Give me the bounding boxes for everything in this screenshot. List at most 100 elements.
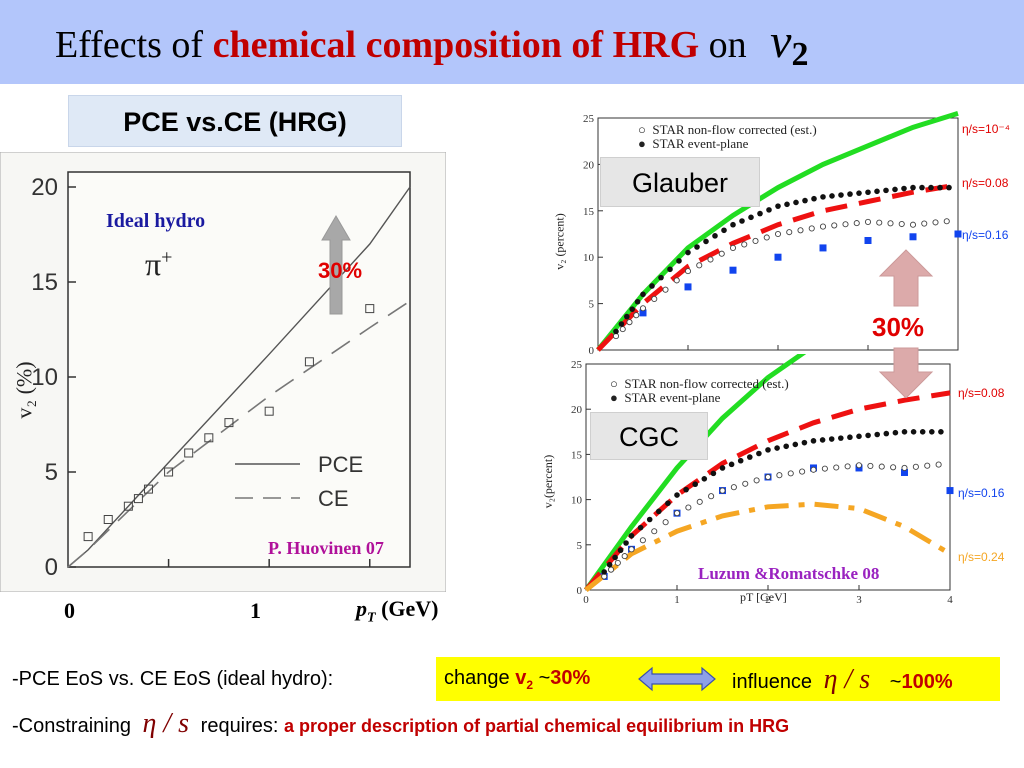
open-point xyxy=(651,295,658,303)
filled-point xyxy=(901,185,907,192)
statement-line-2: -Constraining η / s requires: a proper d… xyxy=(12,708,790,739)
filled-point xyxy=(624,313,630,320)
open-point xyxy=(633,312,640,319)
filled-point xyxy=(737,457,744,464)
rb-series-label-1: η/s=0.16 xyxy=(958,486,1005,500)
filled-point xyxy=(692,481,698,488)
filled-point xyxy=(721,227,727,234)
left-plot-svg: 0 5 10 15 20 xyxy=(0,152,446,592)
left-data-point xyxy=(365,304,375,314)
open-point xyxy=(876,219,883,226)
left-data-point xyxy=(204,433,214,443)
pce-ce-label: PCE vs.CE (HRG) xyxy=(68,95,402,147)
left-data-point xyxy=(123,501,133,511)
filled-point xyxy=(765,447,771,453)
left-y-tick-label: 15 xyxy=(31,269,58,296)
filled-point xyxy=(819,437,826,443)
filled-point xyxy=(919,429,926,435)
x-tick-label: 0 xyxy=(583,594,589,606)
open-point xyxy=(864,218,872,225)
filled-point xyxy=(801,439,808,446)
series-square xyxy=(901,468,908,476)
left-y-tick-label: 5 xyxy=(45,459,58,486)
series-square xyxy=(684,283,692,291)
rb-xlabel: pT [GeV] xyxy=(740,590,787,604)
open-point xyxy=(607,566,615,573)
open-point xyxy=(639,537,646,544)
rb-legend-open: ○ STAR non-flow corrected (est.) xyxy=(610,376,789,391)
open-point xyxy=(898,220,905,228)
open-point xyxy=(833,464,840,471)
open-point xyxy=(921,220,928,227)
filled-point xyxy=(774,445,780,451)
huovinen-credit: P. Huovinen 07 xyxy=(268,538,384,558)
y-tick-label: 5 xyxy=(589,299,595,311)
series-square xyxy=(954,230,962,238)
filled-point xyxy=(730,221,736,228)
filled-point xyxy=(910,184,916,191)
filled-point xyxy=(728,461,735,468)
filled-point xyxy=(719,465,726,471)
yaxis-label-left: v₂ (%) xyxy=(11,361,37,419)
filled-point xyxy=(910,429,917,435)
open-point xyxy=(626,319,633,326)
filled-point xyxy=(856,190,862,196)
filled-point xyxy=(747,454,753,460)
rt-series-label-1: η/s=0.08 xyxy=(962,176,1009,190)
open-point xyxy=(912,463,919,470)
open-point xyxy=(878,463,885,470)
ce-line xyxy=(67,300,411,568)
right-bottom-svg: 0 5 10 15 20 25 0 1 2 3 4 xyxy=(540,354,970,606)
open-point xyxy=(621,553,628,560)
filled-point xyxy=(919,184,925,191)
open-point xyxy=(787,470,794,477)
rb-ylabel: v₂(percent) xyxy=(541,454,556,509)
open-point xyxy=(718,250,725,257)
filled-point xyxy=(739,218,745,224)
open-point xyxy=(844,463,851,470)
filled-point xyxy=(606,561,613,568)
series-square xyxy=(639,309,647,317)
filled-point xyxy=(613,328,619,335)
open-point xyxy=(821,465,828,472)
x-tick-0: 0 xyxy=(64,598,75,623)
filled-point xyxy=(623,540,629,546)
open-point xyxy=(708,493,715,500)
open-point xyxy=(797,227,804,234)
y-tick-label: 0 xyxy=(577,585,583,597)
filled-point xyxy=(646,516,653,523)
double-arrow xyxy=(638,666,716,692)
rt-series-label-2: η/s=0.16 xyxy=(962,228,1009,242)
open-point xyxy=(719,487,726,494)
y-tick-label: 20 xyxy=(583,159,595,171)
open-point xyxy=(752,237,759,245)
filled-point xyxy=(766,207,772,213)
left-data-point xyxy=(83,532,93,542)
open-point xyxy=(776,472,783,479)
filled-point xyxy=(928,184,934,191)
filled-point xyxy=(874,431,880,438)
filled-point xyxy=(838,435,844,441)
filled-point xyxy=(811,195,817,202)
left-data-point xyxy=(224,418,234,428)
y-tick-label: 10 xyxy=(583,252,595,264)
left-axes-frame xyxy=(67,171,411,568)
filled-point xyxy=(634,298,641,305)
rt-legend-open: ○ STAR non-flow corrected (est.) xyxy=(638,122,817,137)
open-point xyxy=(808,225,815,232)
open-point xyxy=(673,510,681,517)
open-point xyxy=(909,221,917,228)
open-point xyxy=(831,222,838,229)
slide-title: Effects of chemical composition of HRG o… xyxy=(55,14,808,74)
rb-series-label-2: η/s=0.24 xyxy=(958,550,1005,564)
open-point xyxy=(753,477,760,484)
open-point xyxy=(810,466,817,473)
series-line xyxy=(596,182,959,352)
glauber-tag: Glauber xyxy=(600,157,760,207)
open-point xyxy=(763,234,770,241)
filled-point xyxy=(874,188,880,195)
open-point xyxy=(639,305,647,312)
left-data-point xyxy=(264,406,274,416)
y-tick-label: 0 xyxy=(589,345,595,357)
open-point xyxy=(612,333,620,340)
